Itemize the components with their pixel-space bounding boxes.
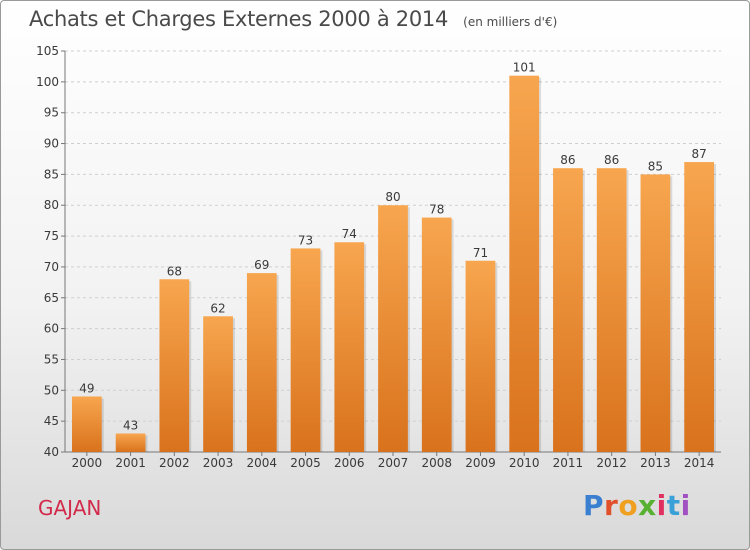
bars <box>71 75 717 453</box>
bar <box>203 316 233 452</box>
x-tick-label: 2013 <box>640 456 671 470</box>
bar <box>378 205 408 452</box>
x-tick-label: 2006 <box>334 456 365 470</box>
chart-subtitle: (en milliers d'€) <box>463 15 558 29</box>
x-tick-label: 2014 <box>684 456 715 470</box>
data-label: 43 <box>123 418 138 432</box>
y-tick-label: 80 <box>44 198 59 212</box>
data-label: 101 <box>513 61 536 75</box>
x-tick-label: 2010 <box>509 456 540 470</box>
x-tick-label: 2009 <box>465 456 496 470</box>
brand-logo[interactable]: Proxiti <box>583 489 691 522</box>
x-tick-label: 2007 <box>378 456 409 470</box>
data-label: 73 <box>298 233 313 247</box>
location-name: GAJAN <box>38 496 102 520</box>
y-tick-label: 100 <box>36 75 59 89</box>
data-label: 71 <box>473 246 488 260</box>
data-label: 69 <box>254 258 269 272</box>
data-label: 86 <box>560 153 575 167</box>
bar <box>334 242 365 452</box>
y-tick-label: 65 <box>44 291 59 305</box>
bar <box>71 396 102 452</box>
bar <box>553 168 583 452</box>
chart-header: Achats et Charges Externes 2000 à 2014 (… <box>29 7 557 31</box>
x-tick-label: 2004 <box>247 456 278 470</box>
bar <box>290 248 321 452</box>
bar <box>465 260 496 452</box>
data-label: 49 <box>79 381 94 395</box>
y-tick-label: 45 <box>44 414 59 428</box>
x-tick-label: 2000 <box>72 456 103 470</box>
bar <box>115 433 146 452</box>
y-tick-label: 85 <box>44 167 59 181</box>
bar <box>159 279 190 452</box>
data-label: 62 <box>210 301 225 315</box>
x-tick-label: 2003 <box>203 456 234 470</box>
y-tick-label: 90 <box>44 137 59 151</box>
bar <box>246 273 277 452</box>
x-tick-label: 2012 <box>596 456 627 470</box>
y-tick-label: 70 <box>44 260 59 274</box>
chart-title: Achats et Charges Externes 2000 à 2014 <box>29 7 449 31</box>
y-tick-label: 55 <box>44 352 59 366</box>
bar <box>596 168 627 452</box>
y-tick-label: 95 <box>44 106 59 120</box>
brand-letter: P <box>583 489 605 522</box>
brand-letter: t <box>666 489 681 522</box>
data-label: 85 <box>648 159 663 173</box>
x-tick-label: 2008 <box>421 456 452 470</box>
data-labels: 49 43 68 62 69 73 74 80 78 71 101 86 86 85 87 <box>79 61 707 433</box>
brand-letter: i <box>680 489 691 522</box>
data-label: 68 <box>167 264 182 278</box>
x-tick-label: 2001 <box>115 456 146 470</box>
data-label: 78 <box>429 203 444 217</box>
bar <box>640 174 671 452</box>
y-tick-label: 40 <box>44 445 59 459</box>
data-label: 80 <box>385 190 400 204</box>
x-tick-label: 2011 <box>553 456 584 470</box>
bar <box>509 75 540 452</box>
x-tick-label: 2005 <box>290 456 321 470</box>
y-tick-label: 60 <box>44 322 59 336</box>
brand-letter: o <box>618 489 639 522</box>
brand-letter: x <box>638 489 657 522</box>
data-label: 87 <box>691 147 706 161</box>
brand-letter: r <box>604 489 619 522</box>
data-label: 86 <box>604 153 619 167</box>
brand-letter: i <box>656 489 667 522</box>
y-tick-label: 105 <box>36 44 59 58</box>
bar <box>684 162 715 453</box>
y-tick-label: 50 <box>44 383 59 397</box>
bar <box>421 217 452 452</box>
x-tick-label: 2002 <box>159 456 190 470</box>
y-tick-label: 75 <box>44 229 59 243</box>
axes: 40 45 50 55 60 65 70 75 80 85 90 95 100 105 2000 2001 20… <box>36 44 721 470</box>
data-label: 74 <box>342 227 357 241</box>
